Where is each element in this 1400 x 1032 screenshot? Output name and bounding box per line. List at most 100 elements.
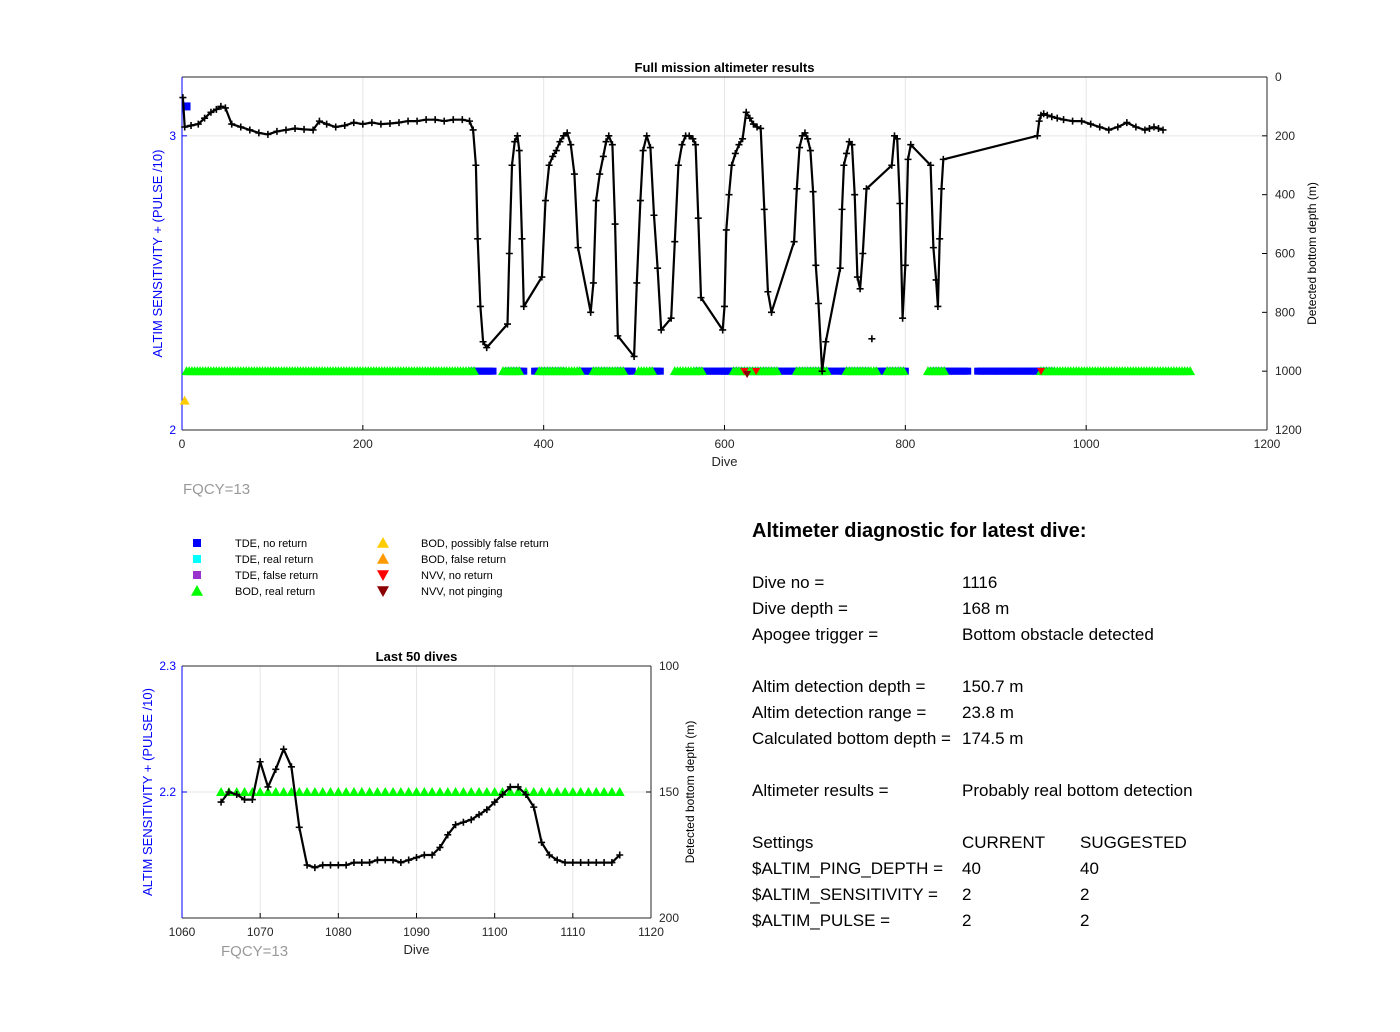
bottom-depth-point [856, 285, 864, 293]
x-tick-label: 1200 [1254, 437, 1281, 451]
bottom-depth-point [504, 320, 511, 328]
bottom-depth-point [735, 141, 743, 149]
bottom-depth-point [358, 859, 366, 867]
bottom-depth-point [764, 288, 772, 296]
x-tick-label: 1110 [560, 925, 585, 939]
bottom-depth-point [366, 859, 374, 867]
bod-real-return-marker [469, 366, 480, 376]
tde-no-return-marker [964, 367, 972, 375]
setting-suggested: 2 [1080, 911, 1090, 930]
bod-real-return-marker [341, 787, 352, 796]
bod-real-return-marker [411, 787, 422, 796]
bottom-depth-point [405, 856, 413, 864]
bottom-depth-point [678, 141, 686, 149]
bottom-depth-point [422, 116, 430, 124]
bottom-depth-point [697, 294, 705, 302]
bottom-depth-point [722, 226, 730, 234]
bottom-depth-point [479, 338, 487, 346]
bottom-depth-point [608, 859, 616, 867]
bottom-depth-point [599, 152, 607, 160]
bod-real-return-marker [574, 366, 585, 376]
bottom-depth-point [753, 123, 761, 131]
bottom-depth-point [577, 859, 585, 867]
legend-marker [193, 539, 201, 547]
legend-label: BOD, false return [421, 554, 506, 566]
bottom-depth-point [848, 141, 856, 149]
bottom-depth-point [731, 149, 739, 157]
bottom-depth-point [616, 851, 624, 859]
bottom-depth-point [368, 119, 376, 127]
bottom-depth-point [569, 859, 577, 867]
bod-real-return-marker [442, 787, 453, 796]
bottom-depth-point [896, 199, 904, 207]
setting-suggested: 2 [1080, 885, 1090, 904]
bottom-depth-point [483, 344, 491, 352]
bottom-depth-point [939, 155, 947, 163]
bod-real-return-marker [536, 787, 547, 796]
settings-header-row: Settings CURRENT SUGGESTED [752, 830, 1352, 856]
legend-marker [377, 570, 389, 581]
bod-possibly-false-return-marker [179, 395, 190, 405]
bottom-depth-point [685, 132, 693, 140]
bottom-depth-point [592, 859, 600, 867]
x-axis-label: Dive [403, 942, 429, 957]
bottom-depth-point [520, 302, 528, 310]
bod-real-return-marker [614, 787, 625, 796]
bottom-depth-point [449, 116, 457, 124]
bottom-depth-point [513, 132, 521, 140]
bod-real-return-marker [403, 787, 414, 796]
legend-marker [193, 555, 201, 563]
bottom-depth-point [273, 127, 281, 135]
bottom-depth-point [934, 302, 942, 310]
y2-tick-label: 0 [1275, 70, 1282, 84]
full-mission-chart: 0 200 400 600 800 1000 1200 2 3 0 200 400 600 800 1000… [0, 0, 1319, 498]
bottom-depth-point [1105, 126, 1113, 134]
bottom-depth-point [793, 185, 801, 193]
bottom-depth-point [413, 117, 421, 125]
bottom-depth-point [671, 238, 679, 246]
bottom-depth-point [280, 745, 288, 753]
setting-name: $ALTIM_PING_DEPTH = [752, 859, 943, 878]
detection-depth-row: Altim detection depth = 150.7 m [752, 674, 1352, 700]
bottom-depth-point [899, 314, 907, 322]
tde-no-return-marker [829, 367, 837, 375]
bottom-depth-point [570, 170, 578, 178]
bottom-depth-point [377, 120, 385, 128]
bottom-depth-point [796, 144, 804, 152]
x-tick-label: 600 [714, 437, 734, 451]
bottom-depth-line [220, 748, 621, 869]
bottom-depth-point [282, 126, 290, 134]
bottom-depth-point [728, 161, 736, 169]
y2-tick-label: 1200 [1275, 423, 1302, 437]
diagnostic-title: Altimeter diagnostic for latest dive: [752, 520, 1087, 542]
bod-real-return-marker [356, 787, 367, 796]
legend-label: BOD, possibly false return [421, 538, 549, 550]
bod-real-return-marker [583, 787, 594, 796]
bod-real-return-marker [348, 787, 359, 796]
y-axis-label: ALTIM SENSITIVITY + (PULSE /10) [150, 150, 165, 358]
bottom-depth-point [1123, 119, 1131, 127]
bod-real-return-marker [302, 787, 313, 796]
bod-real-return-marker [591, 787, 602, 796]
bottom-depth-outlier-point [868, 335, 876, 343]
bottom-depth-point [545, 161, 553, 169]
detection-range-value: 23.8 m [962, 703, 1014, 722]
bottom-depth-point [719, 326, 727, 334]
bottom-depth-point [342, 861, 350, 869]
bottom-depth-point [498, 791, 506, 799]
bottom-depth-point [630, 352, 638, 360]
bottom-depth-point [491, 798, 499, 806]
y-axis-label: ALTIM SENSITIVITY + (PULSE /10) [140, 688, 155, 896]
bottom-depth-point [589, 279, 597, 287]
bottom-depth-point [694, 214, 702, 222]
detection-depth-label: Altim detection depth = [752, 677, 926, 696]
bod-real-return-marker [567, 787, 578, 796]
bottom-depth-point [742, 108, 750, 116]
y2-axis-label: Detected bottom depth (m) [683, 721, 697, 864]
bod-real-return-marker [380, 787, 391, 796]
setting-current: 40 [962, 859, 981, 878]
bottom-depth-point [822, 338, 830, 346]
setting-row: $ALTIM_SENSITIVITY = 2 2 [752, 882, 1352, 908]
bottom-depth-point [541, 197, 549, 205]
bottom-depth-point [587, 308, 595, 316]
